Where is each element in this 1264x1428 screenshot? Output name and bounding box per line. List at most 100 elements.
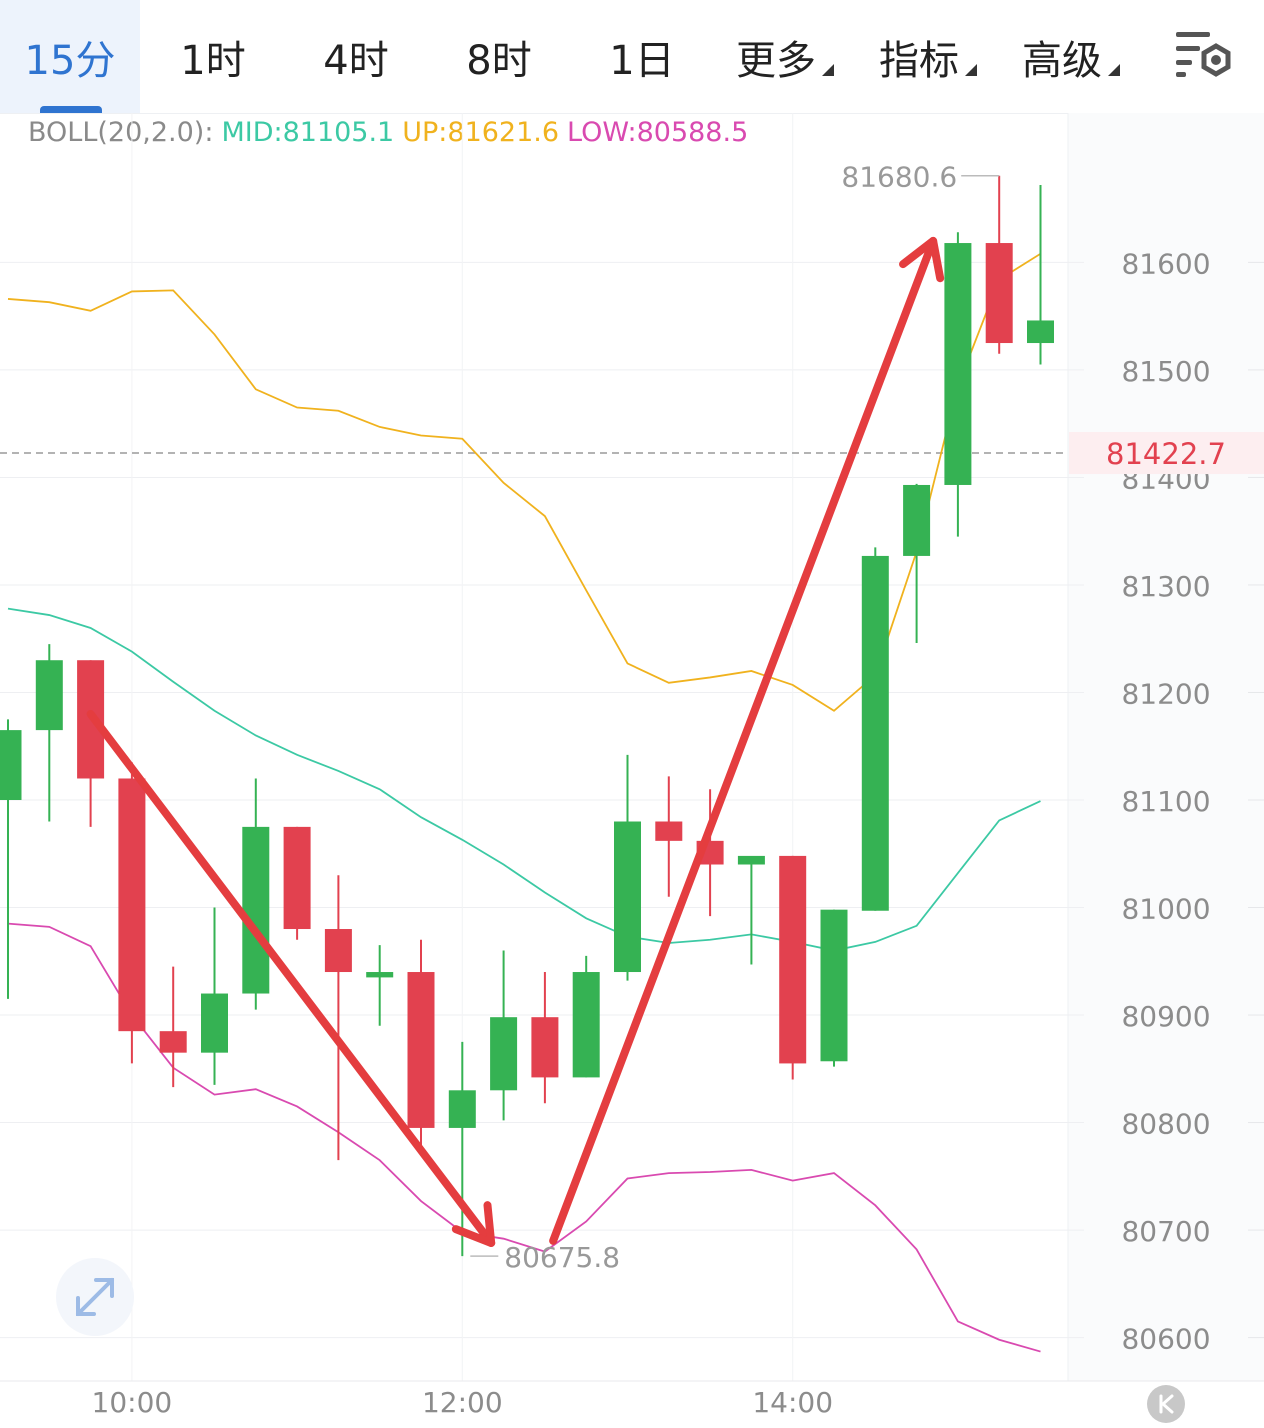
candle — [407, 939, 435, 1150]
tab-label: 1日 — [609, 37, 675, 84]
boll-legend-up: UP:81621.6 — [402, 117, 560, 148]
tab-label: 更多 — [736, 37, 816, 84]
tab-5[interactable]: 更多 — [715, 0, 855, 113]
candle-body — [820, 909, 848, 1062]
low-marker-label: 80675.8 — [504, 1241, 620, 1274]
candle-body — [0, 730, 22, 800]
arrow-shaft — [86, 709, 496, 1247]
tab-label: 高级 — [1022, 37, 1102, 84]
uptrend-arrow — [549, 236, 945, 1245]
candle — [655, 776, 683, 897]
candle — [820, 909, 848, 1067]
y-tick-label: 80800 — [1121, 1108, 1210, 1141]
tab-0[interactable]: 15分 — [0, 0, 140, 113]
candle — [324, 875, 352, 1161]
candle — [779, 855, 807, 1080]
candle-body — [201, 993, 228, 1053]
candle — [903, 483, 931, 644]
arrow-head — [451, 1201, 496, 1247]
chart-settings-icon[interactable] — [1172, 26, 1234, 84]
expand-icon[interactable] — [56, 1258, 134, 1336]
candle-body — [490, 1017, 518, 1091]
boll-legend: BOLL(20,2.0): MID:81105.1 UP:81621.6 LOW:80… — [28, 117, 756, 148]
y-tick-label: 80600 — [1121, 1323, 1210, 1356]
tab-3[interactable]: 8时 — [429, 0, 569, 113]
arrow-shaft — [549, 236, 938, 1245]
boll-mid-line — [7, 607, 1041, 952]
x-tick-label: 10:00 — [92, 1386, 173, 1419]
candle — [1027, 184, 1054, 365]
candle-body — [614, 821, 641, 973]
boll-legend-name: BOLL(20,2.0): — [28, 117, 214, 148]
candle — [35, 644, 63, 822]
candle-body — [531, 1017, 559, 1078]
current-price-tag — [1069, 432, 1264, 475]
dropdown-caret-icon — [822, 63, 834, 76]
candle-body — [985, 243, 1013, 344]
y-tick-label: 81600 — [1121, 247, 1210, 280]
y-tick-label: 81200 — [1121, 677, 1210, 710]
high-marker-label: 81680.6 — [841, 161, 957, 194]
current-price-label: 81422.7 — [1106, 437, 1226, 471]
candle-body — [324, 929, 352, 973]
candle — [572, 955, 600, 1078]
x-tick-label: 12:00 — [422, 1386, 503, 1419]
candle — [159, 966, 187, 1088]
k-line-reset-icon[interactable] — [1147, 1385, 1185, 1423]
candle — [283, 826, 311, 940]
boll-legend-mid: MID:81105.1 — [221, 117, 395, 148]
boll-legend-low: LOW:80588.5 — [567, 117, 749, 148]
candle-body — [448, 1090, 476, 1128]
candle-body — [159, 1031, 187, 1053]
candle-body — [655, 821, 683, 841]
candle — [861, 547, 889, 911]
candle-body — [366, 972, 394, 978]
candle-body — [779, 855, 807, 1064]
tab-label: 1时 — [180, 37, 246, 84]
y-tick-label: 81000 — [1121, 893, 1210, 926]
tab-label: 指标 — [879, 37, 959, 84]
candle — [531, 972, 559, 1104]
candle-body — [572, 972, 600, 1078]
dropdown-caret-icon — [1108, 63, 1120, 76]
timeframe-tab-bar: 15分 1时 4时 8时 1日 更多 指标 高级 — [0, 0, 1264, 114]
candle — [201, 907, 228, 1085]
candle — [985, 175, 1013, 354]
candle — [242, 778, 270, 1010]
candle-body — [903, 484, 931, 556]
candle — [490, 950, 518, 1121]
tab-6[interactable]: 指标 — [858, 0, 998, 113]
candle-body — [737, 855, 765, 865]
y-tick-label: 81100 — [1121, 785, 1210, 818]
arrow-head — [899, 236, 945, 283]
tab-label: 15分 — [24, 37, 116, 84]
tab-1[interactable]: 1时 — [143, 0, 283, 113]
y-tick-label: 80900 — [1121, 1000, 1210, 1033]
y-tick-label: 81500 — [1121, 355, 1210, 388]
candle-body — [407, 972, 435, 1128]
candle — [118, 762, 146, 1064]
candle — [614, 754, 641, 981]
candle-body — [283, 826, 311, 930]
candle-body — [944, 243, 972, 485]
candle — [944, 232, 972, 537]
candle — [737, 855, 765, 965]
candle — [0, 719, 22, 999]
tab-2[interactable]: 4时 — [286, 0, 426, 113]
y-tick-label: 80700 — [1121, 1215, 1210, 1248]
candle-body — [35, 660, 63, 731]
boll-lower-line — [7, 922, 1041, 1353]
tab-4[interactable]: 1日 — [572, 0, 712, 113]
candlestick-chart[interactable]: 8160081500814008130081200811008100080900… — [0, 113, 1264, 1428]
x-tick-label: 14:00 — [752, 1386, 833, 1419]
tab-7[interactable]: 高级 — [1001, 0, 1141, 113]
downtrend-arrow — [86, 709, 496, 1247]
tab-label: 8时 — [466, 37, 532, 84]
dropdown-caret-icon — [965, 63, 977, 76]
tab-label: 4时 — [323, 37, 389, 84]
candle — [448, 1041, 476, 1257]
candle-body — [1027, 320, 1054, 344]
candle — [77, 660, 105, 827]
candle-body — [861, 555, 889, 911]
candle-body — [118, 778, 146, 1032]
